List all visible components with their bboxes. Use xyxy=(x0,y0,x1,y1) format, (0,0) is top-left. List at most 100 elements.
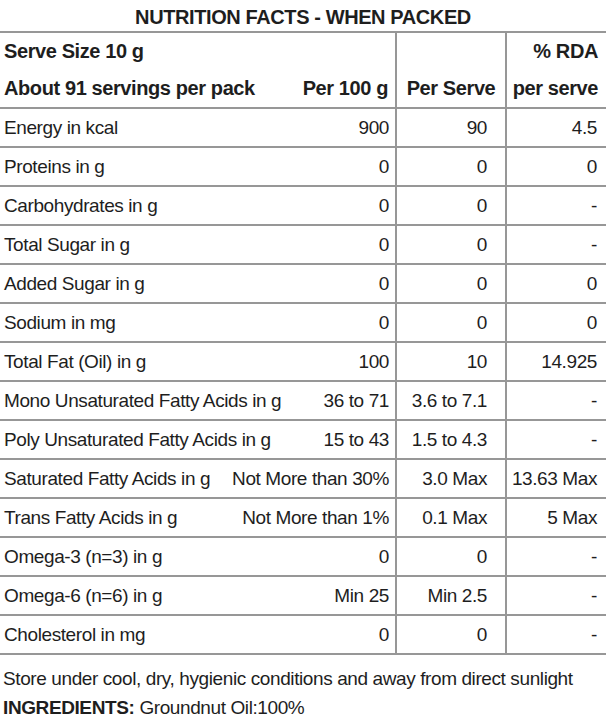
row-per-100g-value: 0 xyxy=(379,273,389,295)
row-per-serve-value: 0 xyxy=(396,186,506,225)
table-row: Carbohydrates in g 0 0 - xyxy=(0,186,606,225)
row-per-100g-value: 900 xyxy=(358,117,389,139)
row-label: Cholesterol in mg xyxy=(4,624,145,646)
row-per-100g-value: 0 xyxy=(379,195,389,217)
row-main-cell: Omega-3 (n=3) in g 0 xyxy=(0,537,396,576)
row-rda-value: 5 Max xyxy=(506,498,606,537)
row-per-serve-value: 3.0 Max xyxy=(396,459,506,498)
row-per-100g-value: 0 xyxy=(379,546,389,568)
row-per-serve-value: 0 xyxy=(396,147,506,186)
row-per-100g-value: 0 xyxy=(379,624,389,646)
servings-and-per100-line: About 91 servings per pack Per 100 g xyxy=(4,70,388,107)
row-per-serve-value: 0 xyxy=(396,537,506,576)
row-label: Poly Unsaturated Fatty Acids in g xyxy=(4,429,271,451)
row-per-serve-value: 90 xyxy=(396,108,506,147)
row-per-serve-value: 3.6 to 7.1 xyxy=(396,381,506,420)
row-per-100g-value: 15 to 43 xyxy=(324,429,389,451)
storage-note: Store under cool, dry, hygienic conditio… xyxy=(3,664,606,693)
row-per-100g-value: 100 xyxy=(358,351,389,373)
row-main-cell: Saturated Fatty Acids in g Not More than… xyxy=(0,459,396,498)
row-per-100g-value: Min 25 xyxy=(334,585,389,607)
table-row: Saturated Fatty Acids in g Not More than… xyxy=(0,459,606,498)
row-label: Energy in kcal xyxy=(4,117,118,139)
row-per-100g-value: Not More than 1% xyxy=(242,507,389,529)
nutrition-table-body: Energy in kcal 900 90 4.5 Proteins in g … xyxy=(0,108,606,654)
row-label: Saturated Fatty Acids in g xyxy=(4,468,210,490)
header-cell-per-serve: Per Serve xyxy=(396,32,506,108)
row-rda-value: 0 xyxy=(506,264,606,303)
row-rda-value: - xyxy=(506,537,606,576)
row-label: Sodium in mg xyxy=(4,312,115,334)
row-per-serve-value: 0 xyxy=(396,264,506,303)
table-row: Omega-6 (n=6) in g Min 25 Min 2.5 - xyxy=(0,576,606,615)
row-main-cell: Trans Fatty Acids in g Not More than 1% xyxy=(0,498,396,537)
ingredients-label: INGREDIENTS: xyxy=(3,697,134,718)
table-row: Cholesterol in mg 0 0 - xyxy=(0,615,606,654)
table-row: Proteins in g 0 0 0 xyxy=(0,147,606,186)
servings-label: About 91 servings per pack xyxy=(4,70,255,107)
serve-size-label: Serve Size 10 g xyxy=(4,33,388,70)
row-per-serve-value: 0.1 Max xyxy=(396,498,506,537)
row-main-cell: Poly Unsaturated Fatty Acids in g 15 to … xyxy=(0,420,396,459)
ingredients-value: Groundnut Oil:100% xyxy=(139,697,304,718)
row-per-serve-value: 1.5 to 4.3 xyxy=(396,420,506,459)
ingredients-line: INGREDIENTS:Groundnut Oil:100% xyxy=(3,693,606,720)
row-label: Added Sugar in g xyxy=(4,273,144,295)
row-per-serve-value: Min 2.5 xyxy=(396,576,506,615)
row-label: Omega-6 (n=6) in g xyxy=(4,585,162,607)
row-label: Omega-3 (n=3) in g xyxy=(4,546,162,568)
row-main-cell: Energy in kcal 900 xyxy=(0,108,396,147)
row-rda-value: - xyxy=(506,186,606,225)
row-label: Trans Fatty Acids in g xyxy=(4,507,177,529)
page-title: NUTRITION FACTS - WHEN PACKED xyxy=(0,0,606,31)
row-rda-value: 4.5 xyxy=(506,108,606,147)
row-main-cell: Omega-6 (n=6) in g Min 25 xyxy=(0,576,396,615)
row-per-100g-value: 0 xyxy=(379,156,389,178)
row-rda-value: - xyxy=(506,576,606,615)
table-header-row: Serve Size 10 g About 91 servings per pa… xyxy=(0,32,606,108)
row-rda-value: 0 xyxy=(506,147,606,186)
table-row: Sodium in mg 0 0 0 xyxy=(0,303,606,342)
row-label: Proteins in g xyxy=(4,156,104,178)
row-per-serve-value: 10 xyxy=(396,342,506,381)
header-cell-main: Serve Size 10 g About 91 servings per pa… xyxy=(0,32,396,108)
row-rda-value: 0 xyxy=(506,303,606,342)
row-per-100g-value: 0 xyxy=(379,234,389,256)
table-row: Total Fat (Oil) in g 100 10 14.925 xyxy=(0,342,606,381)
row-main-cell: Mono Unsaturated Fatty Acids in g 36 to … xyxy=(0,381,396,420)
table-row: Omega-3 (n=3) in g 0 0 - xyxy=(0,537,606,576)
nutrition-table: Serve Size 10 g About 91 servings per pa… xyxy=(0,31,606,655)
row-label: Total Sugar in g xyxy=(4,234,130,256)
table-row: Total Sugar in g 0 0 - xyxy=(0,225,606,264)
col-header-per-100g: Per 100 g xyxy=(303,70,388,107)
row-main-cell: Sodium in mg 0 xyxy=(0,303,396,342)
row-label: Mono Unsaturated Fatty Acids in g xyxy=(4,390,281,412)
row-rda-value: - xyxy=(506,420,606,459)
row-per-serve-value: 0 xyxy=(396,303,506,342)
col-header-rda-line1: % RDA xyxy=(507,33,606,70)
row-main-cell: Added Sugar in g 0 xyxy=(0,264,396,303)
row-label: Total Fat (Oil) in g xyxy=(4,351,146,373)
row-per-serve-value: 0 xyxy=(396,615,506,654)
row-label: Carbohydrates in g xyxy=(4,195,157,217)
row-per-serve-value: 0 xyxy=(396,225,506,264)
header-cell-rda: % RDA per serve xyxy=(506,32,606,108)
table-row: Energy in kcal 900 90 4.5 xyxy=(0,108,606,147)
table-row: Added Sugar in g 0 0 0 xyxy=(0,264,606,303)
row-main-cell: Total Sugar in g 0 xyxy=(0,225,396,264)
col-header-per-serve: Per Serve xyxy=(397,70,505,107)
row-main-cell: Cholesterol in mg 0 xyxy=(0,615,396,654)
row-per-100g-value: Not More than 30% xyxy=(232,468,389,490)
table-row: Trans Fatty Acids in g Not More than 1% … xyxy=(0,498,606,537)
nutrition-label: NUTRITION FACTS - WHEN PACKED Serve Size… xyxy=(0,0,606,720)
row-per-100g-value: 0 xyxy=(379,312,389,334)
row-rda-value: - xyxy=(506,615,606,654)
row-main-cell: Carbohydrates in g 0 xyxy=(0,186,396,225)
row-rda-value: 14.925 xyxy=(506,342,606,381)
row-rda-value: - xyxy=(506,225,606,264)
row-rda-value: - xyxy=(506,381,606,420)
table-row: Poly Unsaturated Fatty Acids in g 15 to … xyxy=(0,420,606,459)
row-main-cell: Proteins in g 0 xyxy=(0,147,396,186)
row-main-cell: Total Fat (Oil) in g 100 xyxy=(0,342,396,381)
col-header-rda-line2: per serve xyxy=(507,70,606,107)
